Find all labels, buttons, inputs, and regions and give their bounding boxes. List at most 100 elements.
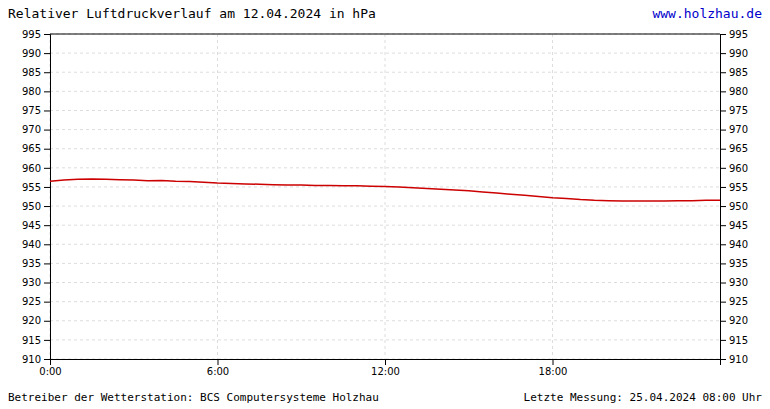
tick-mark (720, 149, 726, 150)
tick-label: 950 (22, 201, 41, 212)
tick: 960 (22, 163, 50, 174)
tick-mark (44, 302, 50, 303)
tick: 930 (22, 277, 50, 288)
tick-label: 915 (22, 335, 41, 346)
tick-label: 970 (22, 124, 41, 135)
y2-axis: 9109159209259309359409459509559609659709… (720, 29, 748, 365)
grid-line (217, 34, 218, 359)
annotation: Letzte Messung: 25.04.2024 08:00 Uhr (524, 391, 763, 404)
tick-label: 935 (729, 258, 748, 269)
plot-area (50, 179, 720, 201)
tick-label: 950 (729, 201, 748, 212)
tick-label: 995 (22, 29, 41, 40)
tick-label: 6:00 (207, 366, 229, 377)
tick: 960 (720, 163, 748, 174)
tick-label: 975 (22, 105, 41, 116)
tick-mark (44, 263, 50, 264)
tick: 955 (720, 182, 748, 193)
tick: 985 (22, 67, 50, 78)
tick: 945 (720, 220, 748, 231)
axis-line (44, 35, 51, 360)
tick: 0:00 (39, 359, 61, 377)
frame (50, 34, 720, 35)
tick: 925 (22, 296, 50, 307)
tick-mark (553, 359, 554, 365)
tick-label: 955 (729, 182, 748, 193)
tick-mark (44, 168, 50, 169)
chart: 0:006:0012:0018:009109159209259309359409… (0, 0, 770, 409)
tick: 920 (720, 315, 748, 326)
tick: 12:00 (371, 359, 400, 377)
tick: 935 (22, 258, 50, 269)
tick-mark (720, 263, 726, 264)
tick-mark (44, 187, 50, 188)
tick-label: 970 (729, 124, 748, 135)
tick-label: 980 (729, 86, 748, 97)
tick: 910 (720, 354, 748, 365)
grid-line (552, 34, 553, 359)
tick-label: 960 (22, 163, 41, 174)
tick: 975 (720, 105, 748, 116)
tick-label: 955 (22, 182, 41, 193)
tick: 970 (22, 124, 50, 135)
tick-label: 995 (729, 29, 748, 40)
x-axis: 0:00 6:00 12:00 18:00 (39, 359, 720, 377)
tick-label: 925 (22, 296, 41, 307)
tick-label: 930 (729, 277, 748, 288)
tick-mark (720, 187, 726, 188)
tick-mark (44, 244, 50, 245)
tick: 995 (22, 29, 50, 40)
tick-mark (720, 340, 726, 341)
tick-mark (720, 168, 726, 169)
tick-mark (44, 91, 50, 92)
tick-label: 920 (22, 315, 41, 326)
tick-label: 910 (729, 354, 748, 365)
tick-mark (720, 130, 726, 131)
tick-mark (44, 359, 50, 360)
tick: 930 (720, 277, 748, 288)
tick-mark (720, 53, 726, 54)
axis-line (51, 360, 721, 366)
tick: 935 (720, 258, 748, 269)
grid-line (50, 206, 720, 207)
tick: 965 (22, 143, 50, 154)
tick-mark (44, 206, 50, 207)
tick-label: 12:00 (371, 366, 400, 377)
tick-label: 930 (22, 277, 41, 288)
tick-mark (720, 91, 726, 92)
tick-mark (44, 53, 50, 54)
tick-label: 0:00 (39, 366, 61, 377)
tick-label: 940 (22, 239, 41, 250)
tick-mark (385, 359, 386, 365)
grid-line (385, 34, 386, 359)
tick: 990 (720, 48, 748, 59)
tick-mark (720, 244, 726, 245)
tick-mark (218, 359, 219, 365)
annotation: Betreiber der Wetterstation: BCS Compute… (8, 391, 379, 404)
tick: 945 (22, 220, 50, 231)
tick-label: 985 (22, 67, 41, 78)
tick-mark (720, 225, 726, 226)
tick: 18:00 (539, 359, 568, 377)
tick-label: 910 (22, 354, 41, 365)
tick-label: 945 (22, 220, 41, 231)
grid-line (50, 91, 720, 92)
tick-mark (44, 110, 50, 111)
tick-mark (720, 206, 726, 207)
tick-label: 915 (729, 335, 748, 346)
tick-mark (44, 340, 50, 341)
grid-line (50, 34, 720, 35)
tick: 970 (720, 124, 748, 135)
tick-label: 965 (22, 143, 41, 154)
tick-label: 985 (729, 67, 748, 78)
tick: 940 (22, 239, 50, 250)
grid-line (50, 225, 720, 226)
tick: 955 (22, 182, 50, 193)
tick: 6:00 (207, 359, 229, 377)
grid-line (50, 110, 720, 111)
tick-mark (720, 302, 726, 303)
tick: 980 (720, 86, 748, 97)
tick-mark (44, 283, 50, 284)
y-axis: 910 915 920 925 930 935 940 945 950 955 960 965 970 9… (22, 29, 51, 365)
tick-label: 975 (729, 105, 748, 116)
